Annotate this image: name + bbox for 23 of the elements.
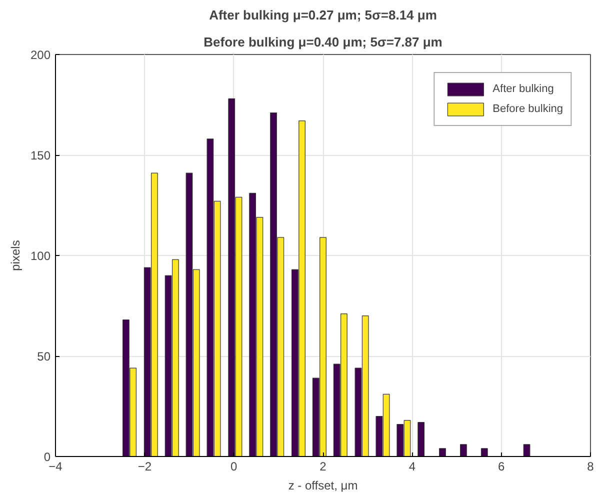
y-tick-label: 0 [44,450,51,464]
legend-label: Before bulking [492,103,563,115]
bar [480,448,488,456]
x-tick-label: 8 [587,460,594,474]
y-tick-label: 50 [37,350,51,364]
legend-label: After bulking [492,83,554,95]
bar [418,422,425,456]
y-tick-label: 150 [30,148,51,162]
x-tick-label: −4 [48,460,63,474]
x-tick-label: 2 [320,460,327,474]
x-tick-label: 0 [230,460,238,474]
bar [523,444,530,456]
y-tick-label: 100 [30,249,51,263]
chart-subtitle: Before bulking μ=0.40 μm; 5σ=7.87 μm [204,34,442,50]
bar [460,444,467,456]
x-axis-title: z - offset, μm [288,478,358,492]
y-axis-title: pixels [8,240,22,271]
x-tick-label: 6 [498,460,505,474]
chart-title: After bulking μ=0.27 μm; 5σ=8.14 μm [209,8,437,22]
y-tick-label: 200 [30,48,51,62]
x-tick-label: −2 [138,460,152,474]
bar [439,448,446,456]
x-tick-label: 4 [408,460,416,474]
